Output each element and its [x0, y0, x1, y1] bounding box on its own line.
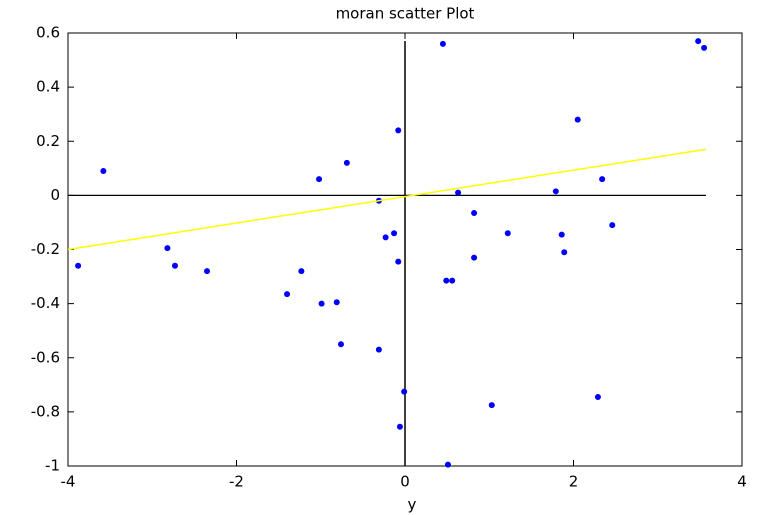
- y-tick-label: 0.6: [36, 24, 60, 42]
- y-tick-label: -0.8: [31, 402, 60, 420]
- x-tick-label: 2: [569, 473, 579, 491]
- point: [75, 262, 82, 269]
- x-axis-label: y: [408, 496, 417, 514]
- point: [449, 277, 456, 284]
- point: [395, 258, 402, 265]
- point: [558, 231, 565, 238]
- point: [171, 262, 178, 269]
- point: [100, 168, 107, 175]
- point: [318, 300, 325, 307]
- point: [164, 245, 171, 252]
- point: [333, 299, 340, 306]
- y-tick-label: 0.2: [36, 132, 60, 150]
- chart-title: moran scatter Plot: [336, 5, 475, 23]
- y-tick-label: -0.4: [31, 294, 60, 312]
- point: [444, 461, 451, 468]
- point: [471, 254, 478, 261]
- y-tick-label: 0: [50, 186, 60, 204]
- point: [401, 388, 408, 395]
- point: [609, 222, 616, 229]
- point: [599, 176, 606, 183]
- x-tick-label: -2: [229, 473, 244, 491]
- point: [375, 346, 382, 353]
- point: [701, 44, 708, 51]
- x-tick-label: 4: [737, 473, 747, 491]
- y-tick-label: -0.2: [31, 240, 60, 258]
- point: [561, 249, 568, 256]
- y-tick-label: -0.6: [31, 348, 60, 366]
- point: [695, 38, 702, 45]
- x-tick-label: -4: [61, 473, 76, 491]
- point: [504, 230, 511, 237]
- point: [204, 268, 211, 275]
- point: [395, 127, 402, 134]
- point: [316, 176, 323, 183]
- point: [552, 188, 559, 195]
- point: [382, 234, 389, 241]
- point: [298, 268, 305, 275]
- point: [337, 341, 344, 348]
- point: [574, 116, 581, 123]
- point: [443, 277, 450, 284]
- fit-line: [67, 148, 706, 251]
- x-tick-label: 0: [400, 473, 410, 491]
- point: [488, 402, 495, 409]
- point: [343, 159, 350, 166]
- point: [471, 209, 478, 216]
- point: [455, 189, 462, 196]
- y-tick-label: 0.4: [36, 78, 60, 96]
- point: [391, 230, 398, 237]
- y-tick-label: -1: [45, 457, 60, 475]
- point: [594, 393, 601, 400]
- point: [396, 423, 403, 430]
- point: [284, 291, 291, 298]
- point: [439, 40, 446, 47]
